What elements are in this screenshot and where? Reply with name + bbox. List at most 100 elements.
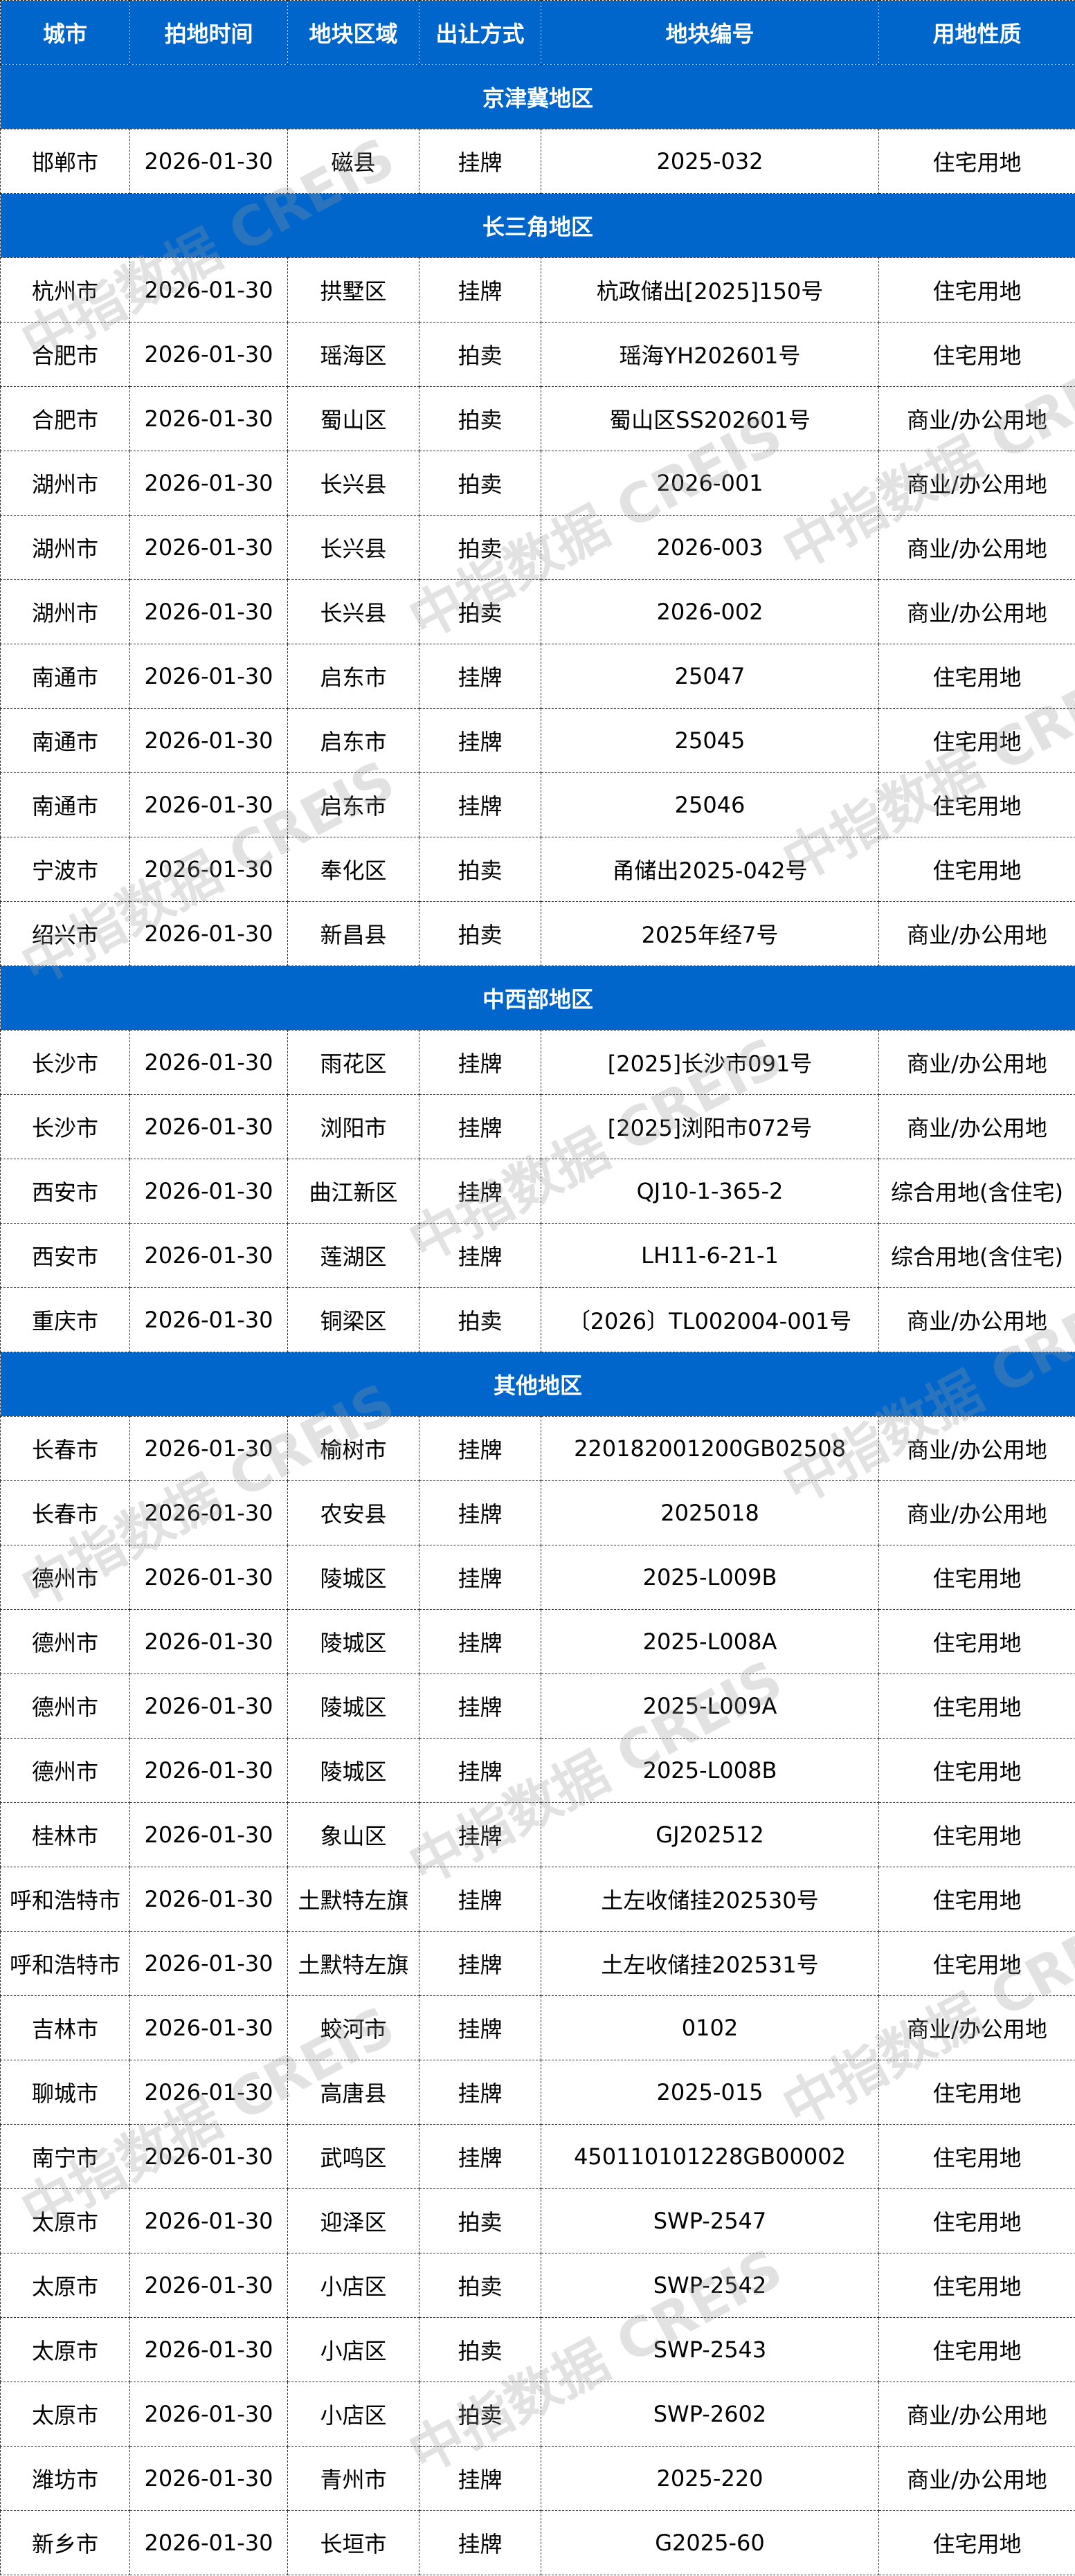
table-row: 长沙市 2026-01-30 浏阳市 挂牌 [2025]浏阳市072号 商业/办公用地 bbox=[0, 1094, 1075, 1159]
cell-city: 桂林市 bbox=[0, 1802, 130, 1867]
header-parcel-id: 地块编号 bbox=[541, 0, 879, 65]
cell-parcel-id: 2025-220 bbox=[541, 2446, 879, 2511]
cell-city: 吉林市 bbox=[0, 1995, 130, 2060]
cell-method: 拍卖 bbox=[419, 2382, 541, 2447]
cell-land-use: 住宅用地 bbox=[878, 2253, 1075, 2318]
cell-land-use: 住宅用地 bbox=[878, 257, 1075, 323]
cell-date: 2026-01-30 bbox=[129, 1802, 288, 1867]
cell-land-use: 商业/办公用地 bbox=[878, 515, 1075, 580]
table-row: 绍兴市 2026-01-30 新昌县 拍卖 2025年经7号 商业/办公用地 bbox=[0, 901, 1075, 966]
cell-city: 绍兴市 bbox=[0, 901, 130, 966]
table-row: 南通市 2026-01-30 启东市 挂牌 25045 住宅用地 bbox=[0, 708, 1075, 773]
cell-parcel-id: 0102 bbox=[541, 1995, 879, 2060]
cell-city: 湖州市 bbox=[0, 451, 130, 516]
table-row: 呼和浩特市 2026-01-30 土默特左旗 挂牌 土左收储挂202531号 住宅用地 bbox=[0, 1931, 1075, 1996]
cell-district: 高唐县 bbox=[287, 2060, 419, 2125]
cell-land-use: 住宅用地 bbox=[878, 644, 1075, 709]
cell-parcel-id: 25046 bbox=[541, 772, 879, 837]
cell-parcel-id: 2025-032 bbox=[541, 129, 879, 194]
cell-method: 挂牌 bbox=[419, 129, 541, 194]
cell-city: 邯郸市 bbox=[0, 129, 130, 194]
cell-land-use: 住宅用地 bbox=[878, 322, 1075, 387]
table-row: 吉林市 2026-01-30 蛟河市 挂牌 0102 商业/办公用地 bbox=[0, 1995, 1075, 2060]
cell-district: 小店区 bbox=[287, 2253, 419, 2318]
cell-date: 2026-01-30 bbox=[129, 1480, 288, 1545]
cell-city: 西安市 bbox=[0, 1159, 130, 1224]
cell-parcel-id: 450110101228GB00002 bbox=[541, 2124, 879, 2189]
cell-date: 2026-01-30 bbox=[129, 2188, 288, 2253]
cell-land-use: 商业/办公用地 bbox=[878, 1480, 1075, 1545]
cell-parcel-id: 2025-L009A bbox=[541, 1674, 879, 1739]
cell-date: 2026-01-30 bbox=[129, 901, 288, 966]
cell-parcel-id: SWP-2547 bbox=[541, 2188, 879, 2253]
cell-parcel-id: [2025]长沙市091号 bbox=[541, 1030, 879, 1095]
cell-date: 2026-01-30 bbox=[129, 129, 288, 194]
cell-date: 2026-01-30 bbox=[129, 1931, 288, 1996]
table-row: 长春市 2026-01-30 榆树市 挂牌 220182001200GB02508 商业/… bbox=[0, 1416, 1075, 1481]
cell-district: 长垣市 bbox=[287, 2510, 419, 2575]
table-row: 西安市 2026-01-30 曲江新区 挂牌 QJ10-1-365-2 综合用地(含住宅) bbox=[0, 1159, 1075, 1224]
cell-method: 拍卖 bbox=[419, 451, 541, 516]
cell-land-use: 商业/办公用地 bbox=[878, 579, 1075, 644]
cell-date: 2026-01-30 bbox=[129, 1030, 288, 1095]
cell-method: 拍卖 bbox=[419, 322, 541, 387]
cell-city: 南通市 bbox=[0, 772, 130, 837]
region-row: 其他地区 bbox=[0, 1352, 1075, 1417]
cell-city: 西安市 bbox=[0, 1223, 130, 1288]
cell-date: 2026-01-30 bbox=[129, 2317, 288, 2382]
cell-method: 挂牌 bbox=[419, 1674, 541, 1739]
cell-date: 2026-01-30 bbox=[129, 2060, 288, 2125]
cell-date: 2026-01-30 bbox=[129, 1867, 288, 1932]
table-row: 太原市 2026-01-30 小店区 拍卖 SWP-2602 商业/办公用地 bbox=[0, 2382, 1075, 2447]
cell-district: 启东市 bbox=[287, 644, 419, 709]
cell-district: 青州市 bbox=[287, 2446, 419, 2511]
cell-land-use: 住宅用地 bbox=[878, 2124, 1075, 2189]
table-row: 太原市 2026-01-30 小店区 拍卖 SWP-2542 住宅用地 bbox=[0, 2253, 1075, 2318]
cell-land-use: 住宅用地 bbox=[878, 1674, 1075, 1739]
cell-city: 德州市 bbox=[0, 1738, 130, 1803]
cell-city: 新乡市 bbox=[0, 2510, 130, 2575]
cell-district: 浏阳市 bbox=[287, 1094, 419, 1159]
cell-method: 挂牌 bbox=[419, 644, 541, 709]
cell-date: 2026-01-30 bbox=[129, 1223, 288, 1288]
cell-district: 铜梁区 bbox=[287, 1287, 419, 1352]
cell-district: 曲江新区 bbox=[287, 1159, 419, 1224]
cell-parcel-id: 瑶海YH202601号 bbox=[541, 322, 879, 387]
cell-parcel-id: 甬储出2025-042号 bbox=[541, 837, 879, 902]
table-row: 合肥市 2026-01-30 蜀山区 拍卖 蜀山区SS202601号 商业/办公用地 bbox=[0, 386, 1075, 451]
cell-parcel-id: 25045 bbox=[541, 708, 879, 773]
cell-date: 2026-01-30 bbox=[129, 837, 288, 902]
cell-district: 榆树市 bbox=[287, 1416, 419, 1481]
cell-land-use: 商业/办公用地 bbox=[878, 1094, 1075, 1159]
cell-district: 蛟河市 bbox=[287, 1995, 419, 2060]
cell-method: 挂牌 bbox=[419, 2446, 541, 2511]
region-name: 其他地区 bbox=[0, 1352, 1075, 1417]
cell-city: 杭州市 bbox=[0, 257, 130, 323]
cell-date: 2026-01-30 bbox=[129, 1159, 288, 1224]
cell-land-use: 住宅用地 bbox=[878, 2060, 1075, 2125]
table-row: 新乡市 2026-01-30 长垣市 挂牌 G2025-60 住宅用地 bbox=[0, 2510, 1075, 2575]
cell-method: 挂牌 bbox=[419, 1480, 541, 1545]
cell-district: 莲湖区 bbox=[287, 1223, 419, 1288]
header-date: 拍地时间 bbox=[129, 0, 288, 65]
cell-parcel-id: 杭政储出[2025]150号 bbox=[541, 257, 879, 323]
cell-parcel-id: QJ10-1-365-2 bbox=[541, 1159, 879, 1224]
cell-method: 挂牌 bbox=[419, 1159, 541, 1224]
cell-parcel-id: 土左收储挂202530号 bbox=[541, 1867, 879, 1932]
header-land-use: 用地性质 bbox=[878, 0, 1075, 65]
cell-city: 重庆市 bbox=[0, 1287, 130, 1352]
cell-land-use: 住宅用地 bbox=[878, 708, 1075, 773]
cell-city: 南通市 bbox=[0, 708, 130, 773]
table-row: 西安市 2026-01-30 莲湖区 挂牌 LH11-6-21-1 综合用地(含住宅) bbox=[0, 1223, 1075, 1288]
header-method: 出让方式 bbox=[419, 0, 541, 65]
table-row: 太原市 2026-01-30 小店区 拍卖 SWP-2543 住宅用地 bbox=[0, 2317, 1075, 2382]
cell-date: 2026-01-30 bbox=[129, 451, 288, 516]
table-row: 南通市 2026-01-30 启东市 挂牌 25046 住宅用地 bbox=[0, 772, 1075, 837]
cell-method: 挂牌 bbox=[419, 1545, 541, 1610]
cell-city: 太原市 bbox=[0, 2188, 130, 2253]
cell-method: 挂牌 bbox=[419, 2510, 541, 2575]
cell-method: 挂牌 bbox=[419, 2060, 541, 2125]
cell-district: 雨花区 bbox=[287, 1030, 419, 1095]
cell-city: 长沙市 bbox=[0, 1094, 130, 1159]
table-row: 长沙市 2026-01-30 雨花区 挂牌 [2025]长沙市091号 商业/办公用地 bbox=[0, 1030, 1075, 1095]
